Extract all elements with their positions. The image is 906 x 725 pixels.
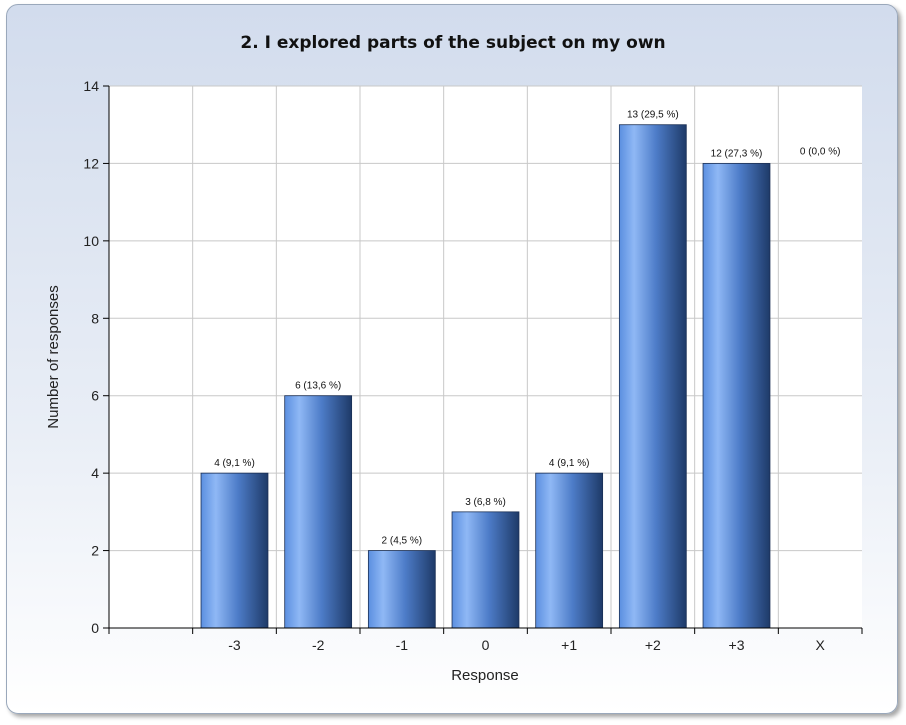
x-tick-label: X (815, 637, 825, 653)
data-label: 13 (29,5 %) (627, 110, 679, 121)
bar-+3 (702, 163, 771, 629)
x-tick-label: +3 (729, 637, 745, 653)
bar-0 (451, 511, 520, 629)
y-tick-label: 8 (91, 310, 99, 326)
data-label: 4 (9,1 %) (549, 458, 590, 469)
plot-area: 0 2 4 6 8 10 12 14 4 (9,1 %) -3 6 (13,6 %) -2 2 (4,5… (83, 78, 863, 653)
y-tick-label: 4 (91, 465, 99, 481)
x-axis-label: Response (451, 667, 519, 684)
x-tick-label: -2 (312, 637, 325, 653)
x-tick-label: +2 (645, 637, 661, 653)
data-label: 4 (9,1 %) (214, 458, 255, 469)
bar--2 (284, 395, 353, 629)
bar-+1 (535, 472, 604, 629)
bar--3 (200, 472, 269, 629)
bar--1 (367, 550, 436, 629)
x-tick-label: 0 (482, 637, 490, 653)
y-tick-label: 6 (91, 388, 99, 404)
x-tick-label: -3 (228, 637, 241, 653)
y-tick-label: 10 (83, 233, 99, 249)
y-tick-label: 0 (91, 620, 99, 636)
chart-title: 2. I explored parts of the subject on my… (240, 33, 665, 53)
data-label: 2 (4,5 %) (382, 536, 423, 547)
x-tick-label: +1 (561, 637, 577, 653)
data-label: 6 (13,6 %) (295, 381, 341, 392)
y-tick-label: 2 (91, 543, 99, 559)
data-label: 3 (6,8 %) (465, 497, 506, 508)
y-axis-label: Number of responses (45, 285, 62, 428)
bar-+2 (618, 124, 687, 629)
data-label: 0 (0,0 %) (800, 146, 841, 157)
y-tick-label: 14 (83, 78, 99, 94)
x-tick-label: -1 (396, 637, 409, 653)
y-tick-label: 12 (83, 155, 99, 171)
data-label: 12 (27,3 %) (711, 148, 763, 159)
